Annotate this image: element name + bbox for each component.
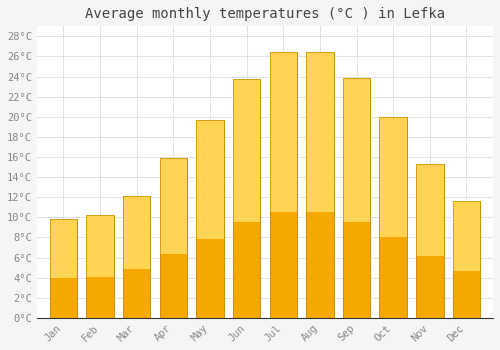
Bar [160, 158, 187, 254]
Bar [196, 120, 224, 239]
Bar [233, 78, 260, 222]
Title: Average monthly temperatures (°C ) in Lefka: Average monthly temperatures (°C ) in Le… [85, 7, 445, 21]
Bar [50, 219, 77, 318]
Bar [123, 196, 150, 318]
Bar [160, 158, 187, 318]
Bar [196, 120, 224, 318]
Bar [306, 52, 334, 318]
Bar [86, 215, 114, 318]
Bar [160, 158, 187, 318]
Bar [306, 52, 334, 212]
Bar [380, 117, 407, 318]
Bar [123, 196, 150, 318]
Bar [196, 120, 224, 318]
Bar [343, 78, 370, 318]
Bar [270, 52, 297, 318]
Bar [452, 201, 480, 318]
Bar [123, 196, 150, 269]
Bar [452, 201, 480, 318]
Bar [452, 201, 480, 271]
Bar [416, 164, 444, 318]
Bar [233, 78, 260, 318]
Bar [306, 52, 334, 318]
Bar [86, 215, 114, 318]
Bar [50, 219, 77, 279]
Bar [50, 219, 77, 318]
Bar [270, 52, 297, 212]
Bar [416, 164, 444, 318]
Bar [86, 215, 114, 277]
Bar [343, 78, 370, 222]
Bar [416, 164, 444, 256]
Bar [380, 117, 407, 237]
Bar [343, 78, 370, 318]
Bar [233, 78, 260, 318]
Bar [270, 52, 297, 318]
Bar [380, 117, 407, 318]
